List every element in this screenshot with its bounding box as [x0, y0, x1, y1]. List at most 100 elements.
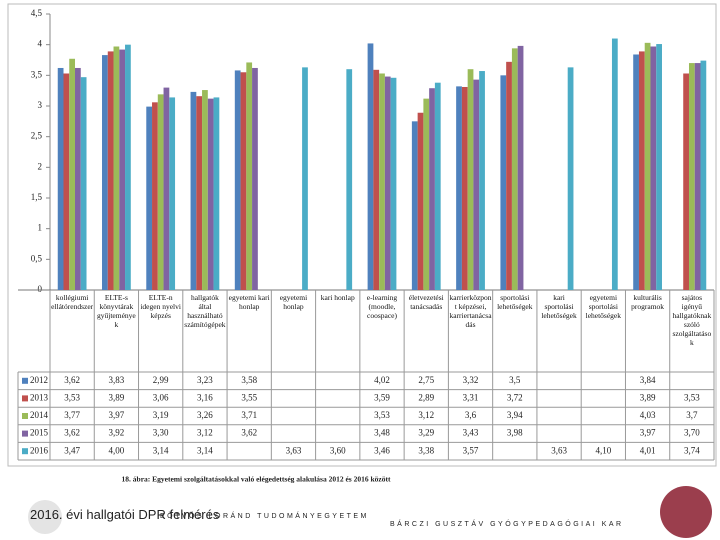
table-value: 3,53 [374, 410, 390, 420]
bar [207, 98, 214, 290]
bar [694, 63, 701, 290]
table-value: 3,89 [109, 392, 125, 402]
table-value: 4,00 [109, 445, 125, 455]
table-value: 3,62 [64, 375, 80, 385]
category-label-box: ELTE-n idegen nyelvi képzés [140, 293, 181, 320]
table-value: 3,06 [153, 392, 169, 402]
bar [113, 46, 120, 290]
table-value: 3,57 [463, 445, 479, 455]
y-tick-label: 0 [38, 284, 43, 294]
category-label-box: hallgatók által használható számítógépek [184, 293, 226, 329]
legend-label: 2012 [30, 375, 48, 385]
x-tick-label: sajátos igényű hallgatóknak szóló szolgá… [672, 293, 712, 347]
table-value: 3,62 [64, 428, 80, 438]
bar [302, 67, 308, 290]
x-tick-label: kari honlap [320, 293, 355, 302]
table-value: 3,12 [197, 428, 213, 438]
table-value: 3,14 [153, 445, 169, 455]
legend-label: 2016 [30, 445, 49, 455]
table-value: 4,02 [374, 375, 390, 385]
legend-swatch [22, 395, 28, 402]
bar [390, 77, 397, 290]
legend-swatch [22, 430, 28, 437]
table-value: 3,31 [463, 392, 479, 402]
bar [196, 96, 203, 290]
table-value: 3,63 [286, 445, 302, 455]
table-value: 3,7 [686, 410, 698, 420]
category-label-box: kulturális programok [631, 293, 664, 311]
bar [80, 77, 87, 290]
bar [700, 60, 707, 290]
bar [517, 45, 524, 290]
y-tick-label: 3,5 [31, 69, 43, 79]
table-value: 3,29 [418, 428, 434, 438]
bar [213, 97, 220, 290]
category-label-box: egyetemi kari honlap [229, 293, 270, 311]
bar [163, 87, 170, 290]
chart-caption: 18. ábra: Egyetemi szolgáltatásokkal val… [122, 475, 391, 484]
table-value: 4,03 [640, 410, 656, 420]
footer-survey-text: 2016. évi hallgatói DPR felmérés [30, 507, 220, 522]
bar [102, 55, 108, 290]
y-tick-label: 1,5 [31, 192, 43, 202]
table-value: 3,14 [197, 445, 213, 455]
table-value: 3,26 [197, 410, 213, 420]
bar [63, 73, 70, 290]
table-value: 3,38 [418, 445, 434, 455]
category-label-box: ELTE-s könyvtárak gyűjtemények [97, 293, 136, 329]
bar [240, 72, 247, 291]
bar [384, 76, 391, 290]
category-label-box: kollégiumi ellátórendszer [51, 293, 94, 311]
footer-university: EÖTVÖS LORÁND TUDOMÁNYEGYETEM [160, 511, 369, 520]
footer-band [0, 495, 720, 540]
table-value: 3,43 [463, 428, 479, 438]
table-value: 3,98 [507, 428, 523, 438]
table-value: 3,70 [684, 428, 700, 438]
bar [152, 102, 158, 290]
footer-faculty: BÁRCZI GUSZTÁV GYÓGYPEDAGÓGIAI KAR [390, 519, 624, 528]
y-tick-label: 3 [38, 100, 43, 110]
table-value: 3,59 [374, 392, 390, 402]
bar [157, 94, 164, 290]
category-label-box: kari honlap [320, 293, 355, 302]
table-value: 3,23 [197, 375, 213, 385]
bar [57, 67, 64, 291]
bar [511, 48, 518, 291]
bar [506, 61, 512, 291]
table-value: 3,53 [684, 392, 700, 402]
bar [69, 58, 76, 291]
x-tick-label: hallgatók által használható számítógépek [184, 293, 226, 329]
bar [417, 112, 424, 290]
table-value: 3,97 [640, 428, 656, 438]
bar [125, 44, 131, 290]
chart-frame [7, 3, 717, 467]
bar [119, 49, 126, 290]
table-value: 3,12 [418, 410, 434, 420]
y-tick-label: 0,5 [31, 253, 43, 263]
legend-swatch [22, 413, 28, 419]
bar [75, 67, 81, 291]
table-value: 3,89 [640, 392, 656, 402]
bar [367, 43, 374, 290]
category-label-box: kari sportolási lehetőségek [541, 293, 576, 320]
table-value: 3,6 [465, 410, 477, 420]
bar [146, 106, 153, 290]
table-value: 3,74 [684, 445, 700, 455]
x-tick-label: ELTE-s könyvtárak gyűjtemények [97, 293, 136, 329]
bar [202, 90, 208, 290]
bar [683, 73, 689, 290]
x-tick-label: e-learning (moodle, coospace) [366, 293, 398, 320]
x-tick-label: kollégiumi ellátórendszer [51, 293, 94, 311]
bar [688, 63, 695, 290]
table-value: 3,77 [64, 410, 80, 420]
table-value: 2,75 [418, 375, 434, 385]
x-tick-label: egyetemi honlap [279, 293, 308, 311]
bar [500, 75, 507, 290]
x-tick-label: egyetemi sportolási lehetőségek [585, 293, 622, 320]
bar [373, 69, 380, 291]
y-tick-label: 4,5 [31, 8, 43, 18]
bar [169, 97, 176, 290]
category-label-box: egyetemi honlap [279, 293, 308, 311]
